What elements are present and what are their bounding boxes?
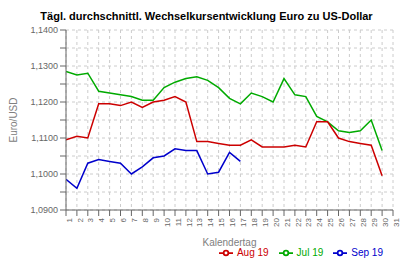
svg-text:1,1400: 1,1400	[30, 25, 58, 35]
svg-text:Kalendertag: Kalendertag	[203, 237, 257, 248]
svg-text:4: 4	[97, 217, 106, 222]
svg-text:26: 26	[337, 217, 346, 226]
svg-text:12: 12	[185, 217, 194, 226]
svg-text:7: 7	[130, 217, 139, 222]
svg-text:30: 30	[381, 217, 390, 226]
svg-text:13: 13	[195, 217, 204, 226]
svg-text:Euro/USD: Euro/USD	[8, 97, 19, 142]
svg-text:6: 6	[119, 217, 128, 222]
svg-text:21: 21	[283, 217, 292, 226]
svg-text:29: 29	[370, 217, 379, 226]
svg-text:25: 25	[326, 217, 335, 226]
svg-text:19: 19	[261, 217, 270, 226]
svg-text:8: 8	[141, 217, 150, 222]
svg-text:14: 14	[206, 217, 215, 226]
svg-text:15: 15	[217, 217, 226, 226]
html-text:Sep 19: Sep 19	[351, 246, 383, 258]
svg-text:11: 11	[174, 217, 183, 226]
svg-text:1,1100: 1,1100	[31, 133, 58, 143]
svg-text:1: 1	[65, 217, 74, 222]
svg-text:22: 22	[294, 217, 303, 226]
svg-text:18: 18	[250, 217, 259, 226]
html-text:Jul 19: Jul 19	[296, 246, 324, 258]
html-text:Tägl. durchschnittl. Wechselku: Tägl. durchschnittl. Wechselkursentwickl…	[40, 10, 373, 22]
svg-text:1,1300: 1,1300	[30, 61, 58, 71]
svg-text:27: 27	[348, 217, 357, 226]
svg-text:9: 9	[152, 217, 161, 222]
svg-text:28: 28	[359, 217, 368, 226]
svg-text:10: 10	[163, 217, 172, 226]
svg-text:1,0900: 1,0900	[30, 205, 58, 215]
svg-text:23: 23	[304, 217, 313, 226]
svg-text:3: 3	[86, 217, 95, 222]
svg-text:31: 31	[392, 217, 401, 226]
svg-text:2: 2	[76, 217, 85, 222]
svg-text:24: 24	[315, 217, 324, 226]
svg-text:16: 16	[228, 217, 237, 226]
svg-text:20: 20	[272, 217, 281, 226]
svg-text:1,1000: 1,1000	[30, 169, 58, 179]
html-text:Aug 19: Aug 19	[236, 246, 269, 258]
svg-text:17: 17	[239, 217, 248, 226]
svg-text:5: 5	[108, 217, 117, 222]
svg-text:1,1200: 1,1200	[30, 97, 58, 107]
